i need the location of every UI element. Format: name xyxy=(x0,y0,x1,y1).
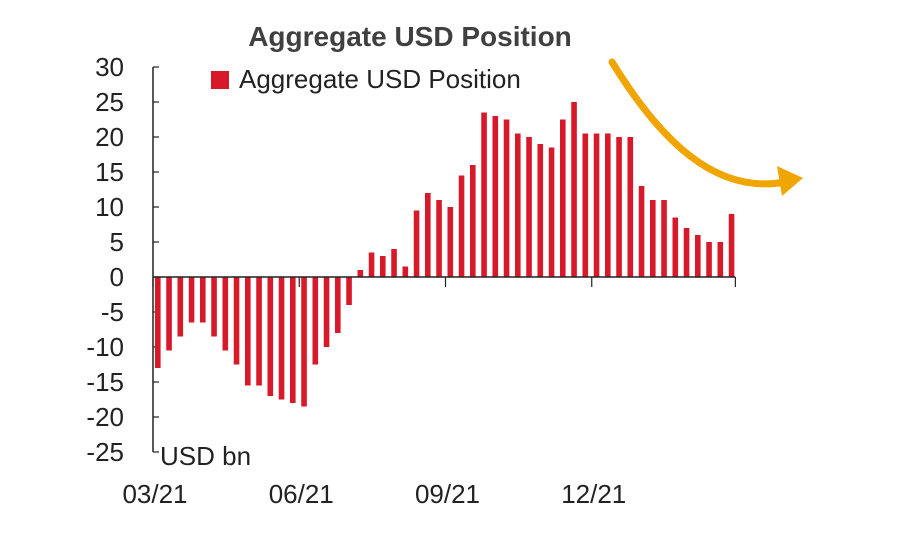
bar xyxy=(582,133,589,277)
y-axis-label: USD bn xyxy=(160,441,251,471)
y-tick-label: 20 xyxy=(95,122,124,152)
bar xyxy=(593,133,600,277)
bar xyxy=(526,137,532,277)
bar xyxy=(335,277,341,333)
x-tick-label: 12/21 xyxy=(561,479,626,509)
bar xyxy=(458,175,465,277)
y-tick-label: 15 xyxy=(95,157,124,187)
bar xyxy=(650,200,656,277)
y-tick-label: -10 xyxy=(86,332,124,362)
bar xyxy=(616,137,622,277)
bar xyxy=(267,277,274,396)
x-tick-label: 03/21 xyxy=(122,479,187,509)
bar xyxy=(425,193,431,277)
bar xyxy=(492,116,499,277)
bar xyxy=(391,249,397,277)
y-axis: 30 25 20 15 10 5 0 -5 -10 -15 -20 -25 xyxy=(86,52,159,467)
bar xyxy=(301,277,307,407)
trend-arrow xyxy=(608,58,803,196)
y-tick-label: -25 xyxy=(86,437,124,467)
bar xyxy=(661,200,667,277)
y-tick-label: 30 xyxy=(95,52,124,82)
bar xyxy=(481,112,487,277)
bar xyxy=(211,277,217,337)
bar xyxy=(638,186,645,277)
chart-title: Aggregate USD Position xyxy=(248,21,572,52)
bar xyxy=(695,235,701,277)
bar xyxy=(402,266,409,277)
bar xyxy=(233,277,240,365)
bar xyxy=(357,270,364,277)
bar xyxy=(380,256,386,277)
bar xyxy=(368,252,375,277)
bar xyxy=(548,147,555,277)
bar xyxy=(515,133,521,277)
legend: Aggregate USD Position xyxy=(211,64,521,94)
bar xyxy=(346,277,352,305)
trend-arrow-line xyxy=(608,58,789,188)
bar xyxy=(312,277,319,365)
x-tick-label: 09/21 xyxy=(415,479,480,509)
bar xyxy=(166,277,172,351)
bar xyxy=(413,210,420,277)
bar xyxy=(177,277,184,337)
bar xyxy=(560,119,566,277)
bar xyxy=(256,277,262,386)
bar xyxy=(323,277,330,347)
bar xyxy=(222,277,229,351)
x-axis: 03/21 06/21 09/21 12/21 xyxy=(122,276,736,509)
bar xyxy=(571,102,577,277)
y-tick-label: 5 xyxy=(110,227,124,257)
bar xyxy=(537,144,544,277)
y-tick-label: -15 xyxy=(86,367,124,397)
bar xyxy=(683,228,690,277)
y-tick-label: 0 xyxy=(110,262,124,292)
legend-label: Aggregate USD Position xyxy=(239,64,521,94)
bar xyxy=(728,214,735,277)
bar xyxy=(278,277,285,400)
bar xyxy=(717,242,724,277)
bar xyxy=(605,133,611,277)
x-tick-label: 06/21 xyxy=(269,479,334,509)
y-tick-label: 10 xyxy=(95,192,124,222)
y-tick-label: -20 xyxy=(86,402,124,432)
bar xyxy=(503,119,510,277)
bar xyxy=(200,277,206,323)
trend-arrow-head xyxy=(777,166,803,196)
bar xyxy=(706,242,712,277)
bar xyxy=(245,277,251,386)
bar xyxy=(627,137,634,277)
legend-swatch xyxy=(211,71,229,89)
bar xyxy=(188,277,195,323)
bar xyxy=(290,277,296,403)
bar xyxy=(672,217,679,277)
bar xyxy=(436,200,442,277)
bar xyxy=(447,207,454,277)
y-tick-label: -5 xyxy=(101,297,124,327)
y-tick-label: 25 xyxy=(95,87,124,117)
bar xyxy=(470,165,476,277)
bar-group xyxy=(155,102,735,407)
bar xyxy=(155,277,161,368)
